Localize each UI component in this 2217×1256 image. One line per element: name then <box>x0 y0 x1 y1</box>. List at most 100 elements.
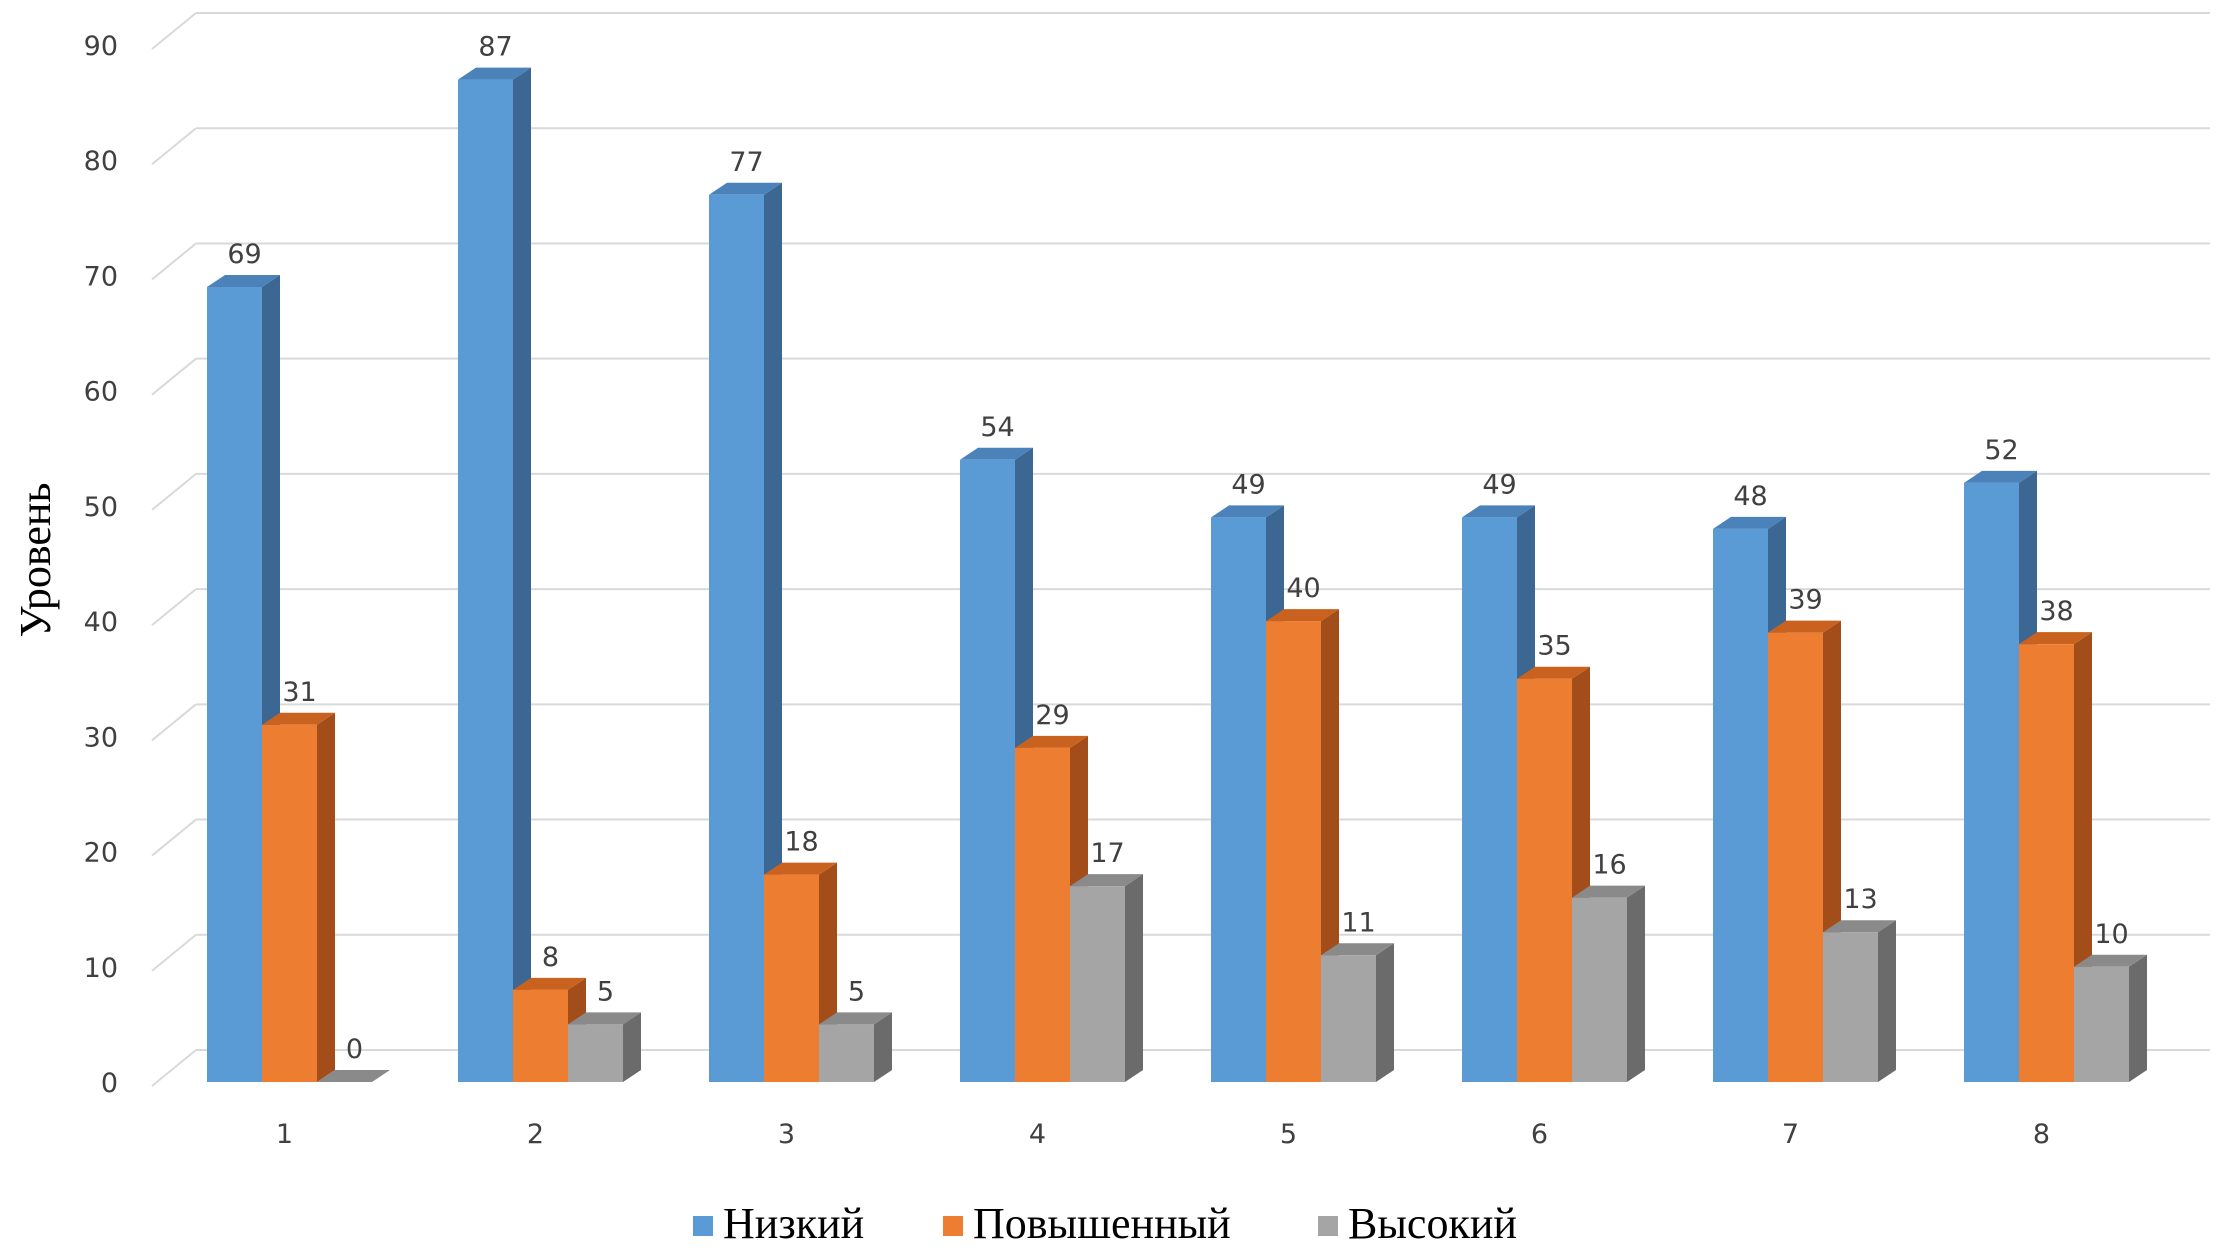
bar-top <box>458 67 531 80</box>
gridlines <box>151 12 2210 1087</box>
bar-front <box>1572 897 1627 1082</box>
bar-side <box>623 1012 641 1082</box>
bar-top <box>960 447 1033 460</box>
data-label: 54 <box>980 412 1014 443</box>
bar-top <box>1768 620 1841 633</box>
bar-side <box>2129 954 2147 1082</box>
bar-front <box>764 874 819 1082</box>
data-label: 40 <box>1286 573 1320 604</box>
legend-item: Повышенный <box>943 1199 1231 1248</box>
bar-top <box>1517 666 1590 679</box>
bar-front <box>1517 678 1572 1082</box>
data-label: 48 <box>1733 481 1767 512</box>
data-label: 52 <box>1984 435 2018 466</box>
bar-side <box>1878 920 1896 1082</box>
bar-top <box>317 1070 390 1082</box>
gridline-depth <box>151 357 197 396</box>
bar-top <box>1211 505 1284 518</box>
legend-swatch <box>943 1216 963 1236</box>
data-label: 29 <box>1035 700 1069 731</box>
legend-label: Повышенный <box>973 1199 1231 1248</box>
gridline-depth <box>151 1049 197 1087</box>
bar-side <box>317 712 335 1082</box>
bar-top <box>1572 885 1645 898</box>
bar-top <box>1266 609 1339 622</box>
bar-front <box>1015 747 1070 1082</box>
bar-top <box>568 1012 641 1025</box>
bar-top <box>1321 943 1394 956</box>
bar-front <box>458 79 513 1083</box>
gridline-depth <box>151 703 197 742</box>
bar-front <box>960 459 1015 1082</box>
y-tick-label: 60 <box>84 377 118 408</box>
legend-swatch <box>693 1216 713 1236</box>
bar-3-6 <box>1572 885 1645 1082</box>
data-label: 16 <box>1592 850 1626 881</box>
x-tick-label: 3 <box>778 1119 795 1150</box>
data-label: 5 <box>848 976 865 1007</box>
x-tick-label: 1 <box>276 1119 293 1150</box>
bar-top <box>207 274 280 287</box>
bar-top <box>513 977 586 990</box>
bar-side <box>764 182 782 1083</box>
bar-front <box>513 989 568 1082</box>
data-label: 31 <box>282 677 316 708</box>
data-label: 38 <box>2039 596 2073 627</box>
bar-front <box>1462 517 1517 1082</box>
data-label: 11 <box>1341 907 1375 938</box>
bar-3-7 <box>1823 920 1896 1082</box>
data-label: 13 <box>1843 884 1877 915</box>
data-label: 39 <box>1788 585 1822 616</box>
bar-front <box>1964 482 2019 1082</box>
y-tick-label: 10 <box>84 953 118 984</box>
gridline-depth <box>151 588 197 626</box>
data-label: 49 <box>1231 469 1265 500</box>
x-tick-label: 7 <box>1782 1119 1799 1150</box>
bar-2-1 <box>262 712 335 1082</box>
bar-3-3 <box>819 1012 892 1082</box>
data-label: 5 <box>597 976 614 1007</box>
data-label: 87 <box>478 32 512 63</box>
bar-front <box>1266 621 1321 1082</box>
bar-top <box>819 1012 892 1025</box>
bar-top <box>1015 735 1088 748</box>
gridline-depth <box>151 473 197 511</box>
gridline-depth <box>151 818 197 857</box>
x-tick-label: 4 <box>1029 1119 1046 1150</box>
bar-front <box>2019 644 2074 1082</box>
bar-front <box>709 194 764 1083</box>
y-tick-label: 80 <box>84 146 118 177</box>
bar-top <box>1462 505 1535 518</box>
bar-side <box>1376 943 1394 1082</box>
bar-top <box>262 712 335 725</box>
bar-top <box>2074 954 2147 967</box>
data-label: 0 <box>346 1034 363 1065</box>
y-tick-label: 90 <box>84 31 118 62</box>
y-tick-label: 0 <box>101 1068 118 1099</box>
bar-top <box>1713 516 1786 529</box>
bar-3-8 <box>2074 954 2147 1082</box>
data-label: 17 <box>1090 838 1124 869</box>
legend-label: Высокий <box>1348 1199 1517 1248</box>
bar-top <box>1964 470 2037 483</box>
bar-top <box>2019 632 2092 645</box>
data-label: 8 <box>542 942 559 973</box>
y-tick-label: 50 <box>84 492 118 523</box>
bar-1-2 <box>458 67 531 1083</box>
bar-side <box>1627 885 1645 1082</box>
x-tick-label: 5 <box>1280 1119 1297 1150</box>
legend-label: Низкий <box>723 1199 864 1248</box>
bar-front <box>2074 966 2129 1082</box>
x-tick-label: 8 <box>2033 1119 2050 1150</box>
bar-3-2 <box>568 1012 641 1082</box>
legend-swatch <box>1318 1216 1338 1236</box>
bar-3-1 <box>317 1070 390 1082</box>
y-axis-ticks: 0 10 20 30 40 50 60 70 80 90 <box>84 31 118 1099</box>
bar-top <box>764 862 837 875</box>
gridline-depth <box>151 242 197 281</box>
legend: Низкий Повышенный Высокий <box>693 1199 1517 1248</box>
legend-item: Высокий <box>1318 1199 1517 1248</box>
y-tick-label: 70 <box>84 261 118 292</box>
bar-2-5 <box>1266 609 1339 1082</box>
legend-item: Низкий <box>693 1199 864 1248</box>
